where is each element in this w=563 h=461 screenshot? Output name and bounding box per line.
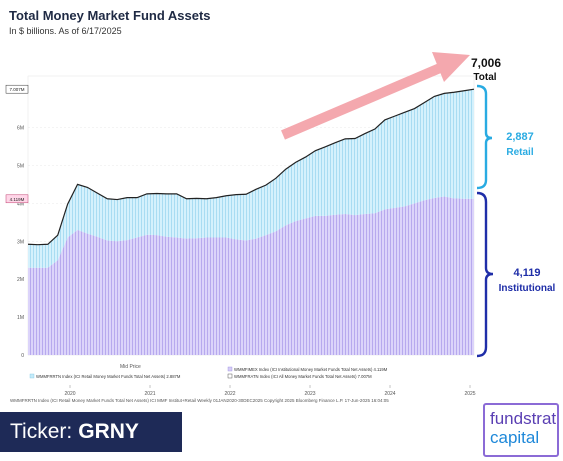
retail-value-label: 2,887 — [506, 131, 534, 143]
y-tick-label: 4M — [17, 201, 24, 207]
retail-area — [28, 89, 474, 268]
logo-line-1: fundstrat — [490, 409, 557, 428]
y-tick-label: 6M — [17, 126, 24, 132]
legend-entry-institutional: WMMFIMEX Index (ICI Institutional Money … — [234, 367, 388, 372]
institutional-text-label: Institutional — [499, 283, 556, 294]
legend-swatch-institutional — [227, 366, 233, 372]
x-tick-label: 2022 — [224, 391, 235, 397]
institutional-bracket — [476, 191, 494, 358]
y-tick-label: 5M — [17, 163, 24, 169]
retail-bracket — [476, 84, 493, 190]
x-tick-label: 2023 — [304, 391, 315, 397]
fundstrat-logo: fundstrat capital — [483, 403, 559, 457]
y-tick-label: 2M — [17, 277, 24, 283]
trend-arrow-head — [432, 52, 470, 82]
legend-entry-total: WMMFRATN Index (ICI All Money Market Fun… — [234, 374, 372, 379]
y-tick-label: 0 — [21, 353, 24, 359]
y-tick-label: 3M — [17, 239, 24, 245]
total-badge-label: 7.007M — [9, 87, 24, 92]
institutional-badge — [5, 194, 29, 204]
legend-title: Mid Price — [120, 364, 141, 370]
total-badge — [5, 84, 29, 94]
ticker-symbol: GRNY — [78, 420, 139, 443]
chart-subtitle: In $ billions. As of 6/17/2025 — [9, 26, 122, 36]
x-tick-label: 2020 — [64, 391, 75, 397]
chart-title: Total Money Market Fund Assets — [9, 8, 211, 23]
retail-text-label: Retail — [506, 147, 533, 158]
ticker-label: Ticker: — [10, 420, 73, 443]
total-line — [27, 88, 475, 246]
total-text-label: Total — [473, 72, 496, 83]
money-market-chart: 0 1M 2M 3M 4M 5M 6M 7.007M 4.119M 2020 2021 2022 202… — [5, 52, 556, 397]
y-tick-label: 1M — [17, 315, 24, 321]
institutional-area — [28, 196, 474, 355]
total-value-label: 7,006 — [471, 56, 501, 70]
chart-footnote: WMMFRRTN Index (ICI Retail Money Market … — [10, 398, 389, 403]
legend-swatch-total — [227, 373, 233, 379]
ticker-banner: Ticker: GRNY — [0, 412, 182, 452]
x-tick-label: 2024 — [384, 391, 395, 397]
x-tick-label: 2021 — [144, 391, 155, 397]
legend-swatch-retail — [29, 373, 35, 379]
institutional-value-label: 4,119 — [514, 267, 541, 279]
logo-line-2: capital — [490, 428, 540, 447]
legend-entry-retail: WMMFRRTN Index (ICI Retail Money Market … — [36, 374, 181, 379]
x-tick-label: 2025 — [464, 391, 475, 397]
institutional-badge-label: 4.119M — [10, 197, 25, 202]
trend-arrow-shaft — [281, 63, 442, 140]
